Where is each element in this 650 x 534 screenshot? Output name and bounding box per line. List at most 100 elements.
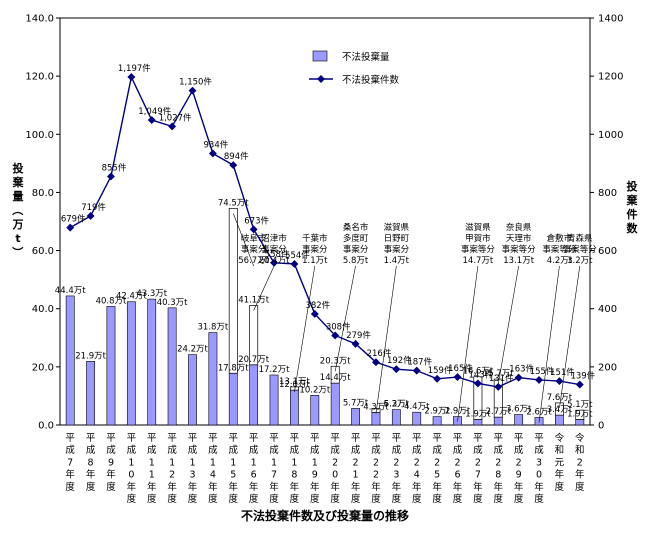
- callout-text: 56.7万t: [238, 256, 269, 266]
- stacked-bar: [228, 208, 238, 374]
- category-label-char: 平: [494, 433, 504, 444]
- legend-line-label: 不法投棄件数: [342, 74, 400, 86]
- callout-text: 1.1万t: [302, 256, 328, 266]
- category-label-char: 度: [127, 493, 137, 505]
- right-tick-label: 1200: [598, 72, 623, 83]
- category-label-char: 年: [269, 481, 279, 493]
- category-label-char: 4: [414, 470, 420, 481]
- line-point: [270, 258, 278, 267]
- chart-title: 不法投棄件数及び投棄量の推移: [241, 508, 409, 523]
- count-value-label: 894件: [224, 151, 249, 162]
- line-point: [351, 339, 360, 348]
- count-value-label: 131件: [489, 373, 514, 384]
- category-label-char: 1: [312, 457, 318, 468]
- category-label-char: 度: [147, 493, 157, 505]
- category-label-char: 年: [534, 481, 544, 493]
- category-label-char: 成: [514, 444, 524, 456]
- bar: [290, 389, 299, 426]
- callout-leader: [334, 265, 356, 372]
- total-value-label: 16.6万t: [463, 367, 494, 377]
- category-label-char: 年: [514, 481, 524, 493]
- line-point: [107, 172, 115, 181]
- category-label-char: 平: [127, 433, 137, 444]
- bar-value-label: 43.3万t: [136, 289, 167, 299]
- category-label-char: 度: [269, 493, 279, 505]
- right-axis-title-char: 数: [627, 221, 639, 235]
- category-label-char: 年: [127, 481, 137, 493]
- category-label-char: 度: [392, 493, 402, 505]
- stacked-bar: [554, 402, 564, 416]
- line-point: [249, 225, 258, 234]
- total-value-label: 41.1万t: [238, 296, 269, 306]
- callout-leader: [375, 265, 397, 414]
- category-label: 平成2 4年度: [412, 433, 422, 505]
- count-value-label: 279件: [346, 330, 371, 341]
- category-label-char: 7: [271, 470, 277, 481]
- callout-text: 事案等分: [542, 244, 577, 255]
- category-label-char: 1: [128, 457, 134, 468]
- callout-text: 桑名市: [343, 222, 369, 233]
- category-label-char: 年: [310, 481, 320, 493]
- count-value-label: 155件: [530, 366, 555, 377]
- stacked-bar: [330, 365, 340, 384]
- category-label-char: 2: [454, 457, 460, 468]
- category-label-char: 年: [575, 469, 585, 481]
- category-label-char: 1: [251, 457, 257, 468]
- category-label-char: 度: [555, 481, 565, 493]
- stacked-bar: [493, 378, 503, 418]
- category-label-char: 平: [290, 433, 300, 444]
- category-label-char: 年: [371, 481, 381, 493]
- category-label-char: 平: [188, 433, 198, 444]
- count-value-label: 216件: [367, 348, 392, 359]
- category-label-char: 成: [534, 444, 544, 456]
- right-tick-label: 400: [598, 304, 617, 315]
- total-value-label: 20.3万t: [320, 356, 351, 366]
- bar-value-label: 40.3万t: [157, 298, 188, 308]
- line-point: [147, 116, 156, 125]
- right-tick-label: 1400: [598, 14, 623, 25]
- bar-value-label: 31.8万t: [198, 323, 229, 333]
- category-label-char: 1: [210, 457, 216, 468]
- right-axis-title-char: 棄: [626, 193, 639, 207]
- category-label-char: 成: [229, 444, 239, 456]
- category-label-char: 1: [149, 470, 155, 481]
- line-point: [575, 380, 584, 389]
- category-label: 平成2 1年度: [351, 433, 361, 505]
- callout-text: 日野町: [384, 234, 410, 244]
- left-axis-title-char: ）: [11, 247, 24, 258]
- category-label-char: 1: [291, 457, 297, 468]
- callout-text: 3.2万t: [567, 256, 593, 266]
- category-label-char: 2: [475, 457, 481, 468]
- category-label-char: 1: [353, 470, 359, 481]
- category-label: 平成2 5年度: [432, 433, 442, 505]
- callout-text: 滋賀県: [384, 222, 410, 233]
- line-point: [290, 259, 299, 268]
- category-label-char: 和: [575, 445, 585, 456]
- category-label-char: 5: [434, 470, 440, 481]
- total-value-label: 74.5万t: [218, 198, 249, 208]
- bar: [391, 409, 401, 426]
- category-label-char: 度: [575, 481, 585, 493]
- left-axis-title-char: 投: [13, 161, 24, 175]
- category-label-char: 2: [434, 457, 440, 468]
- category-label-char: 5: [230, 470, 236, 481]
- bar: [147, 298, 157, 426]
- category-label-char: 年: [86, 469, 96, 481]
- count-value-label: 1,049件: [138, 106, 171, 117]
- left-tick-label: 120.0: [25, 72, 54, 83]
- count-value-label: 382件: [305, 300, 330, 311]
- callout-text: 5.8万t: [343, 256, 369, 266]
- category-label-char: 年: [229, 481, 239, 493]
- callout-text: 13.1万t: [503, 256, 534, 266]
- line-point: [473, 379, 482, 388]
- category-label-char: 成: [351, 444, 361, 456]
- category-label-char: 7: [475, 470, 481, 481]
- category-label-char: 平: [106, 433, 116, 444]
